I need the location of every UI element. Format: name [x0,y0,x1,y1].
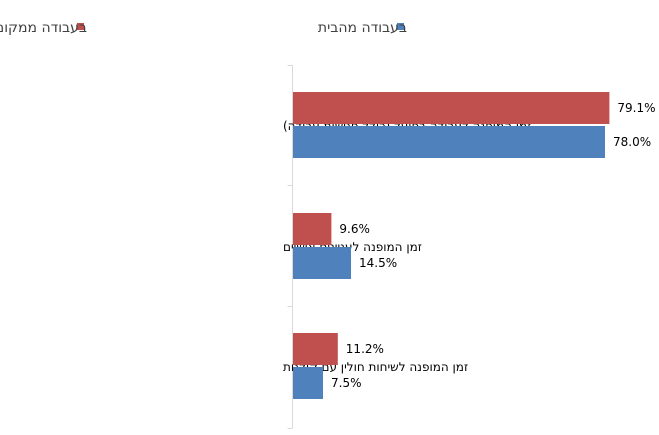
bar-home [293,247,351,279]
category-axis [287,65,293,429]
bar-home [293,126,605,158]
data-label-home: 7.5% [331,376,362,390]
legend-label-home: בעבודה מהבית [318,20,407,36]
legend-label-workplace: בעבודה ממקום העבודה [0,20,87,36]
bar-workplace [293,213,332,245]
data-label-workplace: 79.1% [617,101,655,115]
bar-workplace [293,92,610,124]
data-label-workplace: 11.2% [346,342,384,356]
data-label-home: 14.5% [359,256,397,270]
bar-workplace [293,333,338,365]
legend: בעבודה ממקום העבודה בעבודה מהבית [0,20,407,36]
bar-home [293,367,323,399]
legend-swatch-home [397,23,404,30]
legend-swatch-workplace [77,23,84,30]
data-label-workplace: 9.6% [339,222,370,236]
bars [293,92,610,399]
data-label-home: 78.0% [613,135,651,149]
data-labels: 79.1% 78.0% 9.6% 14.5% 11.2% 7.5% [331,101,656,390]
